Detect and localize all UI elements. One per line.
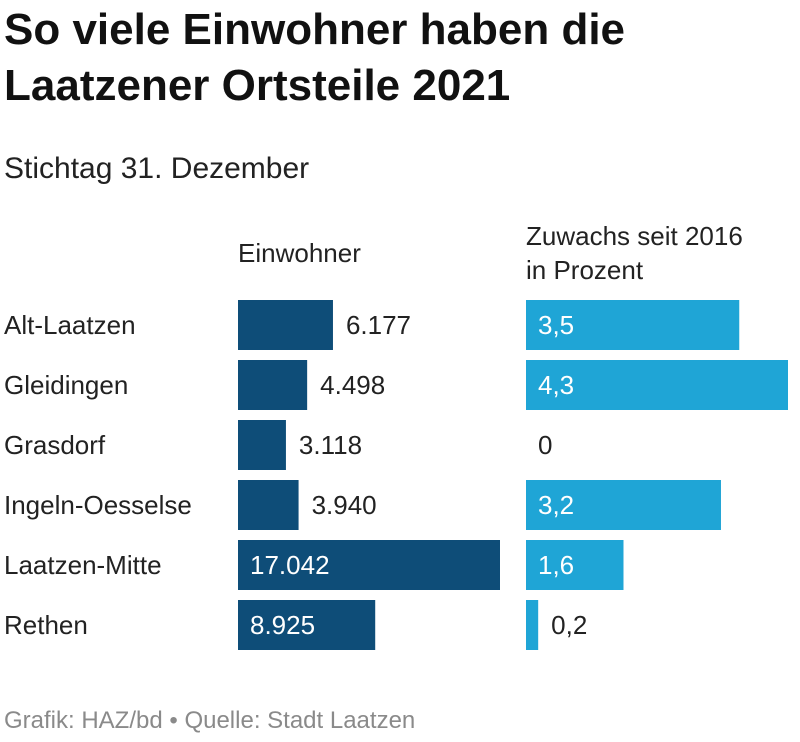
- growth-value-alt-laatzen: 3,5: [538, 310, 574, 340]
- population-value-ingeln-oesselse: 3.940: [312, 490, 377, 520]
- growth-value-laatzen-mitte: 1,6: [538, 550, 574, 580]
- growth-bar-alt-laatzen: [526, 300, 740, 350]
- population-value-gleidingen: 4.498: [320, 370, 385, 400]
- growth-bar-rethen: [526, 600, 539, 650]
- category-label-ingeln-oesselse: Ingeln-Oesselse: [4, 490, 192, 520]
- growth-value-ingeln-oesselse: 3,2: [538, 490, 574, 520]
- growth-value-rethen: 0,2: [551, 610, 587, 640]
- growth-header-line-2: in Prozent: [526, 255, 644, 285]
- category-label-gleidingen: Gleidingen: [4, 370, 128, 400]
- growth-value-grasdorf: 0: [538, 430, 552, 460]
- category-label-grasdorf: Grasdorf: [4, 430, 106, 460]
- population-header: Einwohner: [238, 238, 361, 268]
- population-value-alt-laatzen: 6.177: [346, 310, 411, 340]
- growth-value-gleidingen: 4,3: [538, 370, 574, 400]
- population-value-grasdorf: 3.118: [299, 430, 362, 460]
- growth-header-line-1: Zuwachs seit 2016: [526, 221, 743, 251]
- population-bar-gleidingen: [238, 360, 308, 410]
- population-bar-ingeln-oesselse: [238, 480, 299, 530]
- population-bar-alt-laatzen: [238, 300, 333, 350]
- growth-bar-ingeln-oesselse: [526, 480, 721, 530]
- growth-bar-laatzen-mitte: [526, 540, 624, 590]
- category-label-laatzen-mitte: Laatzen-Mitte: [4, 550, 162, 580]
- category-label-alt-laatzen: Alt-Laatzen: [4, 310, 136, 340]
- category-label-rethen: Rethen: [4, 610, 88, 640]
- population-value-rethen: 8.925: [250, 610, 315, 640]
- source-credit: Grafik: HAZ/bd • Quelle: Stadt Laatzen: [4, 707, 416, 734]
- chart-subtitle: Stichtag 31. Dezember: [4, 152, 310, 185]
- growth-bar-gleidingen: [526, 360, 788, 410]
- population-bar-grasdorf: [238, 420, 286, 470]
- population-bar-rethen: [238, 600, 376, 650]
- population-bar-laatzen-mitte: [238, 540, 500, 590]
- population-value-laatzen-mitte: 17.042: [250, 550, 330, 580]
- chart-title: So viele Einwohner haben die Laatzener O…: [4, 5, 626, 110]
- growth-header: Zuwachs seit 2016 in Prozent: [526, 219, 743, 287]
